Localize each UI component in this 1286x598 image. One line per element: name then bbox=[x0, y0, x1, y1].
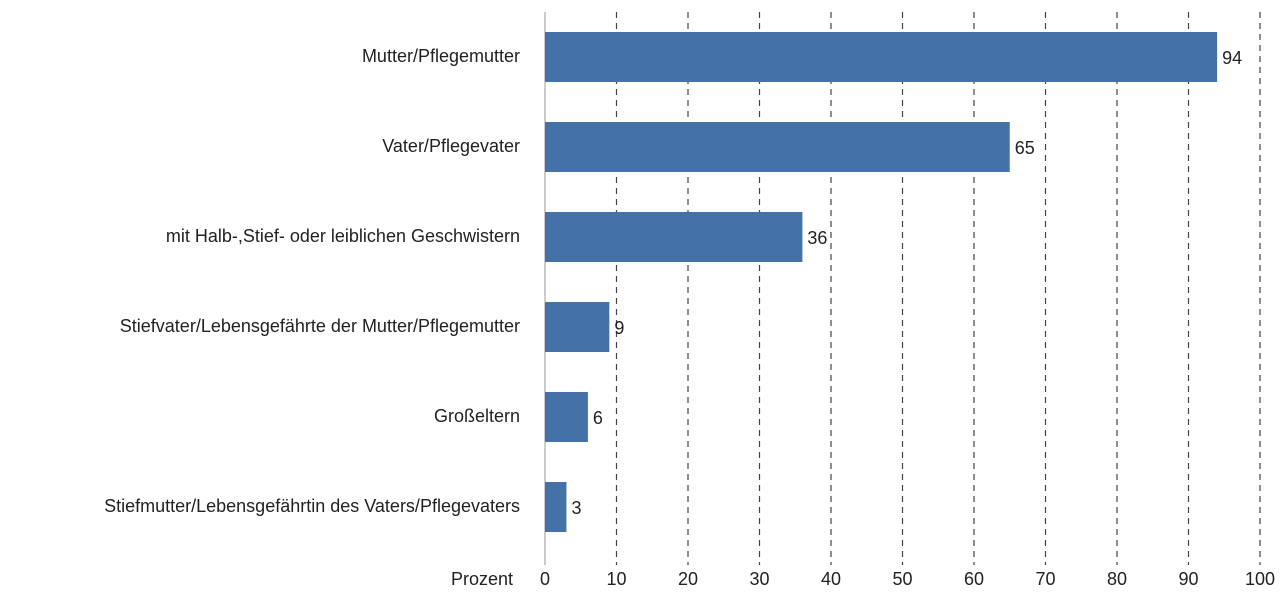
x-tick-label: 100 bbox=[1245, 569, 1275, 589]
value-label: 65 bbox=[1015, 138, 1035, 158]
bar bbox=[545, 302, 610, 352]
x-tick-label: 60 bbox=[964, 569, 984, 589]
x-tick-label: 50 bbox=[892, 569, 912, 589]
x-axis-label: Prozent bbox=[451, 569, 513, 589]
x-tick-label: 70 bbox=[1035, 569, 1055, 589]
x-tick-label: 80 bbox=[1107, 569, 1127, 589]
value-label: 36 bbox=[807, 228, 827, 248]
y-tick-label: Vater/Pflegevater bbox=[382, 136, 520, 156]
x-tick-label: 30 bbox=[749, 569, 769, 589]
bar bbox=[545, 482, 567, 532]
y-tick-label: Mutter/Pflegemutter bbox=[362, 46, 520, 66]
bar bbox=[545, 212, 803, 262]
y-tick-label: Stiefmutter/Lebensgefährtin des Vaters/P… bbox=[104, 496, 520, 516]
bar bbox=[545, 32, 1218, 82]
value-label: 3 bbox=[571, 498, 581, 518]
y-tick-label: Großeltern bbox=[434, 406, 520, 426]
x-tick-label: 0 bbox=[540, 569, 550, 589]
y-tick-label: mit Halb-,Stief- oder leiblichen Geschwi… bbox=[166, 226, 520, 246]
value-label: 9 bbox=[614, 318, 624, 338]
x-tick-label: 10 bbox=[606, 569, 626, 589]
value-label: 94 bbox=[1222, 48, 1242, 68]
bar bbox=[545, 392, 588, 442]
value-label: 6 bbox=[593, 408, 603, 428]
y-tick-label: Stiefvater/Lebensgefährte der Mutter/Pfl… bbox=[120, 316, 520, 336]
x-tick-label: 90 bbox=[1178, 569, 1198, 589]
x-tick-label: 20 bbox=[678, 569, 698, 589]
bar bbox=[545, 122, 1010, 172]
x-tick-label: 40 bbox=[821, 569, 841, 589]
